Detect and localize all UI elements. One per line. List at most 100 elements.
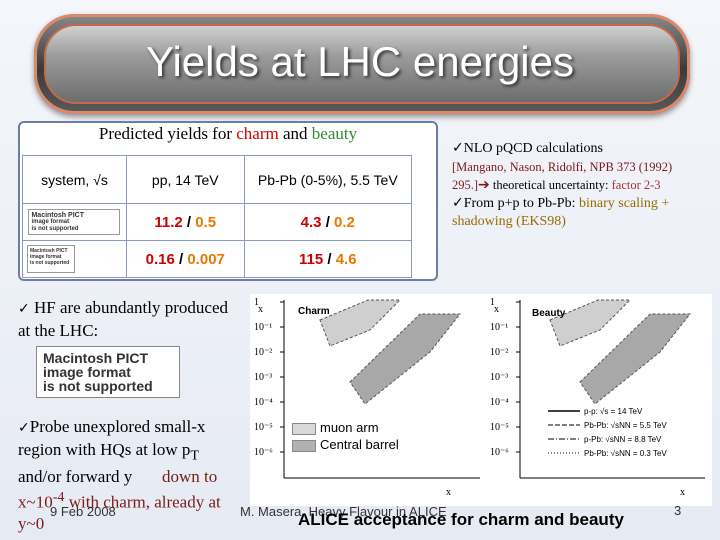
pict-box-line3: is not supported [43, 378, 153, 394]
probe-text4: with charm, already at y~0 [18, 493, 221, 534]
y-tick-label: 10⁻⁵ [254, 422, 273, 433]
nlo-block: ✓NLO pQCD calculations [Mangano, Nason, … [452, 139, 712, 231]
title-banner [34, 14, 690, 114]
row1-pbpb-cell: 4.3 / 0.2 [243, 203, 413, 241]
pict-line3: is not supported [30, 260, 70, 266]
header-system: system, √s [22, 155, 127, 204]
acceptance-plot-panel: Charm Beauty x x x x 1 1 10⁻¹ 10⁻¹ 10⁻² 10⁻² 1… [250, 294, 712, 506]
slide-title: Yields at LHC energies [146, 38, 574, 85]
footer-author: M. Masera, Heavy Flavour in ALICE [240, 504, 447, 519]
row2-pbpb-cell: 115 / 4.6 [243, 240, 413, 278]
pict-placeholder-image: Macintosh PICT image format is not suppo… [28, 209, 121, 235]
nlo-ref: [Mangano, Nason, Ridolfi, NPB 373 (1992)… [452, 158, 712, 194]
beauty-central-band [579, 313, 692, 405]
pict-box-line2: image format [43, 364, 131, 380]
row1-pbpb-beauty: 0.2 [334, 213, 355, 231]
legend-central-text: Central barrel [320, 437, 399, 452]
nlo-factor: factor 2-3 [611, 178, 661, 192]
arrow-right-icon: ➔ [478, 177, 490, 193]
row2-pbpb-beauty: 4.6 [335, 250, 357, 268]
row2-pbpb-charm: 115 [299, 250, 324, 268]
check-icon: ✓ [18, 301, 30, 317]
y-tick-label: 10⁻³ [254, 372, 272, 383]
slash: / [174, 250, 188, 268]
y-tick-label: 1 [254, 297, 259, 308]
pict-title: Macintosh PICT [31, 212, 84, 219]
y-tick-labels-left: 1 1 10⁻¹ 10⁻¹ 10⁻² 10⁻² 10⁻³ 10⁻³ 10⁻⁴ 10⁻⁴ 10⁻⁵ 10… [254, 297, 509, 458]
row1-pp-beauty: 0.5 [195, 213, 217, 231]
probe-text1: Probe unexplored small-x region with HQs… [18, 417, 206, 459]
y-tick-label: 10⁻⁵ [490, 422, 509, 433]
row1-label-image: Macintosh PICT image format is not suppo… [22, 203, 127, 241]
legend-entry-label: Pb-Pb: √sNN = 0.3 TeV [584, 449, 667, 458]
charm-central-band [349, 313, 462, 405]
y-tick-label: 10⁻² [490, 347, 508, 358]
legend-labels-right: p-p: √s = 14 TeV Pb-Pb: √sNN = 5.5 TeV p-P… [584, 407, 667, 458]
probe-down: down [162, 467, 200, 487]
nlo-ref-text: [Mangano, Nason, Ridolfi, NPB 373 (1992)… [452, 160, 673, 192]
legend-muon-text: muon arm [320, 420, 379, 435]
row2-pp-beauty: 0.007 [187, 250, 225, 268]
row1-pp-cell: 11.2 / 0.5 [125, 203, 245, 241]
charm-muon-band [319, 299, 402, 347]
row1-pp-charm: 11.2 [154, 213, 183, 231]
y-tick-label: 10⁻⁶ [254, 447, 273, 458]
check-icon: ✓ [452, 140, 464, 156]
probe-text2: and/or forward y [18, 467, 133, 487]
nlo-line-pp: ✓From p+p to Pb-Pb: binary scaling + sha… [452, 194, 712, 231]
pict-title: Macintosh PICT [30, 248, 68, 254]
yields-heading-charm: charm [236, 124, 279, 143]
beauty-label: Beauty [532, 308, 566, 319]
legend-entry-label: p-p: √s = 14 TeV [584, 407, 643, 416]
header-pp: pp, 14 TeV [125, 155, 245, 204]
table-row: system, √s pp, 14 TeV Pb-Pb (0-5%), 5.5 … [22, 155, 413, 204]
title-banner-inner [44, 24, 680, 104]
hf-bullet-text: HF are abundantly produced at the LHC: [18, 298, 229, 340]
legend-central: Central barrel [292, 436, 399, 453]
yields-heading-and: and [278, 124, 312, 143]
right-ylabel: x [494, 304, 499, 315]
slash: / [323, 250, 336, 268]
row1-pbpb-charm: 4.3 [300, 213, 322, 231]
charm-label: Charm [298, 306, 330, 317]
left-xlabel: x [446, 487, 451, 498]
page-number: 3 [674, 503, 682, 518]
swatch-muon [292, 422, 316, 435]
nlo-pp-prefix: From p+p to Pb-Pb: [463, 196, 579, 211]
yields-heading-beauty: beauty [311, 124, 358, 143]
y-tick-label: 10⁻³ [490, 372, 508, 383]
row2-pp-charm: 0.16 [145, 250, 175, 268]
pict-line2: image format [30, 254, 62, 260]
legend-entry-label: Pb-Pb: √sNN = 5.5 TeV [584, 421, 667, 430]
y-tick-label: 10⁻⁴ [254, 397, 273, 408]
acceptance-plot: Charm Beauty x x x x 1 110⁻¹ 10⁻¹10⁻² 10⁻²1… [254, 297, 705, 498]
yields-heading-prefix: Predicted yields for [98, 124, 237, 143]
table-row: Macintosh PICT image format is not suppo… [22, 203, 413, 241]
yields-table: system, √s pp, 14 TeV Pb-Pb (0-5%), 5.5 … [22, 155, 413, 278]
nlo-arrow-text: theoretical uncertainty: [489, 178, 612, 192]
probe-sub-t: T [190, 447, 199, 464]
pict-line3: is not supported [31, 226, 79, 232]
footer-date: 9 Feb 2008 [50, 504, 116, 519]
probe-text3: to x~10 [18, 467, 218, 513]
y-tick-label: 10⁻¹ [254, 322, 272, 333]
row2-label-image: Macintosh PICT image format is not suppo… [22, 240, 127, 278]
header-pbpb: Pb-Pb (0-5%), 5.5 TeV [243, 155, 413, 204]
right-xlabel: x [680, 487, 685, 498]
y-ticks [280, 301, 520, 453]
legend-lines [548, 410, 580, 454]
row2-pp-cell: 0.16 / 0.007 [125, 240, 245, 278]
plot-legend: muon arm Central barrel [292, 419, 399, 453]
legend-entry-label: p-Pb: √sNN = 8.8 TeV [584, 435, 662, 444]
beauty-muon-band [549, 299, 632, 347]
nlo-line1: ✓NLO pQCD calculations [452, 139, 712, 158]
legend-muon: muon arm [292, 419, 399, 436]
probe-sup: -4 [52, 489, 65, 506]
check-icon: ✓ [452, 195, 464, 211]
y-tick-label: 1 [490, 297, 495, 308]
left-ylabel: x [258, 304, 263, 315]
slash: / [182, 213, 196, 231]
check-icon: ✓ [18, 420, 30, 436]
hf-bullet: ✓ HF are abundantly produced at the LHC: [18, 297, 238, 341]
pict-box-line1: Macintosh PICT [43, 350, 149, 366]
